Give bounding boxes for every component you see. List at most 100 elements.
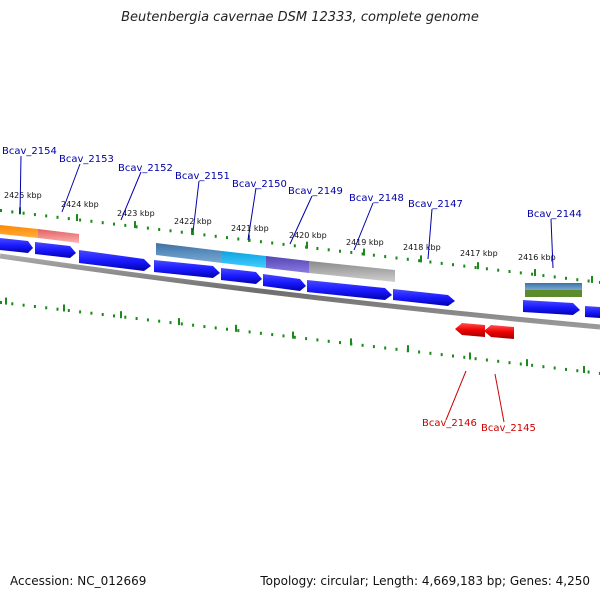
minor-tick xyxy=(429,351,432,355)
minor-tick xyxy=(0,301,2,304)
gene-arrow[interactable] xyxy=(221,268,262,284)
minor-tick xyxy=(101,313,104,316)
minor-tick xyxy=(474,266,477,269)
minor-tick xyxy=(203,233,206,237)
gene-labels: Bcav_2154 Bcav_2153 Bcav_2152 Bcav_2151 … xyxy=(2,146,582,434)
major-tick xyxy=(292,331,294,339)
minor-tick xyxy=(169,321,172,325)
major-tick xyxy=(120,311,122,319)
minor-tick xyxy=(531,272,534,276)
minus-strand-genes xyxy=(455,323,514,339)
minor-tick xyxy=(22,303,25,307)
gene-label[interactable]: Bcav_2152 xyxy=(118,163,173,174)
minor-tick xyxy=(361,252,364,256)
minor-tick xyxy=(463,355,466,359)
gene-arrow[interactable] xyxy=(393,289,455,306)
minor-tick xyxy=(33,305,36,308)
minor-tick xyxy=(192,232,195,236)
minor-tick xyxy=(158,228,161,231)
major-tick xyxy=(583,366,585,373)
major-tick xyxy=(591,275,593,283)
minor-tick xyxy=(316,338,319,342)
gene-arrow[interactable] xyxy=(35,242,76,258)
gene-label[interactable]: Bcav_2146 xyxy=(422,418,477,429)
gene-label[interactable]: Bcav_2145 xyxy=(481,423,536,434)
gene-label[interactable]: Bcav_2154 xyxy=(2,146,57,157)
gene-label[interactable]: Bcav_2144 xyxy=(527,209,582,220)
minor-tick xyxy=(271,333,274,337)
minor-tick xyxy=(508,270,511,273)
major-tick xyxy=(178,318,180,326)
minor-tick xyxy=(11,210,14,214)
gene-label[interactable]: Bcav_2150 xyxy=(232,179,287,190)
feature-band-cyan xyxy=(222,251,266,268)
minor-tick xyxy=(79,218,82,222)
minor-tick xyxy=(45,306,48,310)
minor-tick xyxy=(440,353,443,357)
gene-label[interactable]: Bcav_2148 xyxy=(349,193,404,204)
gene-arrow[interactable] xyxy=(523,300,580,315)
minor-tick xyxy=(372,253,375,257)
minor-tick xyxy=(248,330,251,334)
minor-tick xyxy=(146,318,149,322)
tick-label: 2422 kbp xyxy=(174,217,212,226)
minor-tick xyxy=(452,263,454,267)
gene-label[interactable]: Bcav_2151 xyxy=(175,171,230,182)
minor-tick xyxy=(576,278,579,282)
major-tick xyxy=(534,269,536,277)
minor-tick xyxy=(124,223,127,227)
minor-tick xyxy=(542,365,545,369)
major-tick xyxy=(526,359,528,367)
gene-label[interactable]: Bcav_2147 xyxy=(408,199,463,210)
minor-tick xyxy=(22,211,25,215)
gene-label[interactable]: Bcav_2149 xyxy=(288,186,343,197)
topology-text: Topology: circular; Length: 4,669,183 bp… xyxy=(260,574,590,588)
gene-arrow[interactable] xyxy=(79,250,151,271)
plus-strand-genes xyxy=(0,238,600,318)
minor-tick xyxy=(384,255,387,259)
gene-arrow[interactable] xyxy=(307,280,392,300)
minor-tick xyxy=(113,222,115,226)
gene-arrow[interactable] xyxy=(455,323,485,337)
minor-tick xyxy=(79,310,82,314)
minor-tick xyxy=(418,350,421,354)
major-tick xyxy=(235,324,237,332)
minor-tick xyxy=(293,335,296,339)
minor-tick xyxy=(226,236,228,240)
minor-tick xyxy=(519,271,522,275)
minor-tick xyxy=(339,341,341,345)
minor-tick xyxy=(169,229,172,233)
major-tick xyxy=(469,352,471,360)
gene-label-leaders xyxy=(19,155,554,423)
feature-band-pink xyxy=(38,229,79,243)
feature-band-purple xyxy=(266,256,309,273)
minor-tick xyxy=(384,346,387,350)
minor-tick xyxy=(553,366,556,370)
major-tick xyxy=(76,214,78,222)
minor-tick xyxy=(395,347,398,351)
gene-arrow[interactable] xyxy=(154,260,220,278)
tick-label: 2425 kbp xyxy=(4,191,42,200)
feature-band-gray xyxy=(309,261,395,282)
minor-tick xyxy=(327,248,330,252)
gene-arrow[interactable] xyxy=(585,306,600,318)
minor-tick xyxy=(553,275,556,279)
minor-tick xyxy=(135,317,138,320)
gene-label[interactable]: Bcav_2153 xyxy=(59,154,114,165)
major-tick xyxy=(134,221,136,229)
minor-tick xyxy=(576,369,579,373)
minor-tick xyxy=(542,274,545,278)
major-tick xyxy=(407,345,409,353)
tick-label: 2419 kbp xyxy=(346,238,384,247)
minor-tick xyxy=(463,264,466,268)
gene-arrow[interactable] xyxy=(484,325,514,339)
tick-label: 2424 kbp xyxy=(61,200,99,209)
gene-arrow[interactable] xyxy=(263,274,306,291)
minor-tick xyxy=(271,241,274,245)
minor-tick xyxy=(56,307,59,311)
feature-band-olive xyxy=(525,290,582,297)
minor-tick xyxy=(259,240,262,244)
minor-tick xyxy=(339,249,341,253)
gene-arrow[interactable] xyxy=(0,238,33,253)
